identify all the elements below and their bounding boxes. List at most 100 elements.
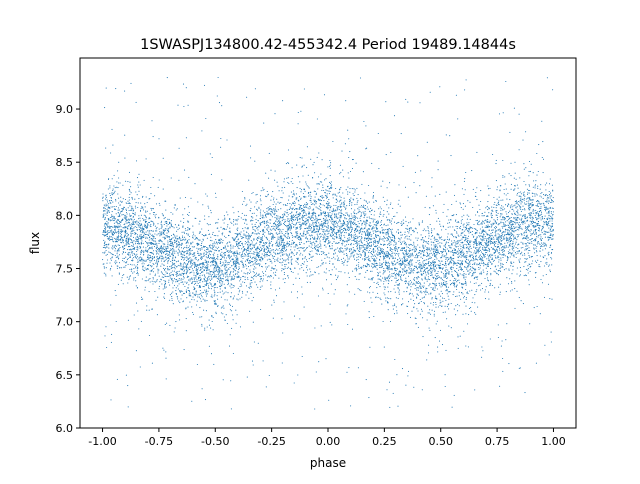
data-point	[263, 217, 265, 219]
data-point	[549, 246, 551, 248]
data-point	[425, 230, 427, 232]
data-point	[393, 221, 396, 223]
data-point	[109, 194, 111, 197]
data-point	[115, 199, 117, 201]
data-point	[145, 247, 147, 249]
data-point	[518, 214, 520, 216]
data-point	[191, 265, 193, 267]
data-point	[106, 346, 108, 349]
data-point	[266, 221, 268, 223]
data-point	[426, 242, 428, 244]
data-point	[229, 334, 231, 336]
data-point	[439, 264, 441, 266]
data-point	[536, 205, 538, 207]
data-point	[157, 249, 159, 251]
data-point	[335, 268, 337, 270]
data-point	[370, 245, 372, 247]
data-point	[104, 241, 106, 243]
data-point	[461, 261, 463, 263]
data-point	[451, 234, 454, 236]
data-point	[260, 279, 262, 281]
data-point	[284, 267, 286, 269]
data-point	[300, 191, 302, 193]
data-point	[275, 271, 277, 273]
data-point	[240, 217, 242, 219]
data-point	[497, 243, 499, 245]
data-point	[439, 284, 441, 286]
data-point	[220, 146, 222, 148]
data-point	[335, 242, 337, 244]
data-point	[423, 247, 425, 249]
data-point	[480, 289, 482, 291]
data-point	[114, 261, 116, 263]
data-point	[367, 264, 369, 266]
data-point	[538, 265, 540, 267]
data-point	[340, 199, 342, 201]
data-point	[399, 257, 401, 259]
data-point	[549, 234, 551, 236]
data-point	[167, 218, 169, 220]
data-point	[266, 241, 268, 243]
data-point	[164, 259, 166, 261]
data-point	[485, 226, 487, 228]
data-point	[503, 238, 505, 240]
data-point	[465, 79, 467, 81]
data-point	[189, 235, 191, 238]
data-point	[279, 258, 281, 260]
data-point	[276, 269, 278, 271]
data-point	[471, 170, 473, 172]
data-point	[191, 271, 193, 273]
data-point	[136, 226, 138, 228]
data-point	[250, 261, 253, 263]
data-point	[208, 207, 210, 209]
data-point	[249, 220, 252, 222]
data-point	[231, 327, 233, 329]
data-point	[305, 249, 307, 251]
data-point	[376, 264, 378, 266]
data-point	[243, 266, 245, 268]
data-point	[136, 245, 138, 247]
data-point	[316, 118, 318, 120]
data-point	[517, 187, 519, 189]
data-point	[153, 240, 155, 242]
data-point	[433, 228, 435, 230]
data-point	[545, 207, 547, 209]
data-point	[511, 249, 513, 251]
data-point	[390, 291, 392, 293]
data-point	[153, 246, 156, 248]
data-point	[501, 225, 503, 227]
data-point	[223, 292, 225, 294]
data-point	[469, 256, 471, 258]
data-point	[223, 215, 225, 217]
data-point	[331, 242, 333, 245]
data-point	[153, 259, 156, 261]
data-point	[329, 205, 331, 207]
data-point	[286, 231, 288, 233]
data-point	[262, 215, 264, 217]
data-point	[308, 208, 310, 210]
data-point	[437, 160, 439, 162]
data-point	[427, 272, 429, 274]
data-point	[544, 248, 546, 250]
data-point	[105, 249, 107, 252]
data-point	[397, 232, 400, 235]
data-point	[322, 211, 324, 213]
data-point	[497, 274, 500, 276]
data-point	[265, 215, 267, 217]
data-point	[364, 247, 366, 249]
data-point	[390, 230, 392, 232]
data-point	[318, 227, 320, 229]
data-point	[468, 270, 470, 272]
data-point	[108, 200, 111, 202]
data-point	[266, 280, 268, 282]
data-point	[472, 257, 474, 259]
data-point	[278, 233, 280, 235]
data-point	[475, 291, 477, 293]
data-point	[365, 225, 367, 227]
data-point	[324, 236, 326, 238]
data-point	[328, 213, 330, 215]
data-point	[511, 233, 513, 235]
data-point	[329, 260, 331, 262]
data-point	[469, 251, 471, 253]
data-point	[498, 223, 500, 225]
